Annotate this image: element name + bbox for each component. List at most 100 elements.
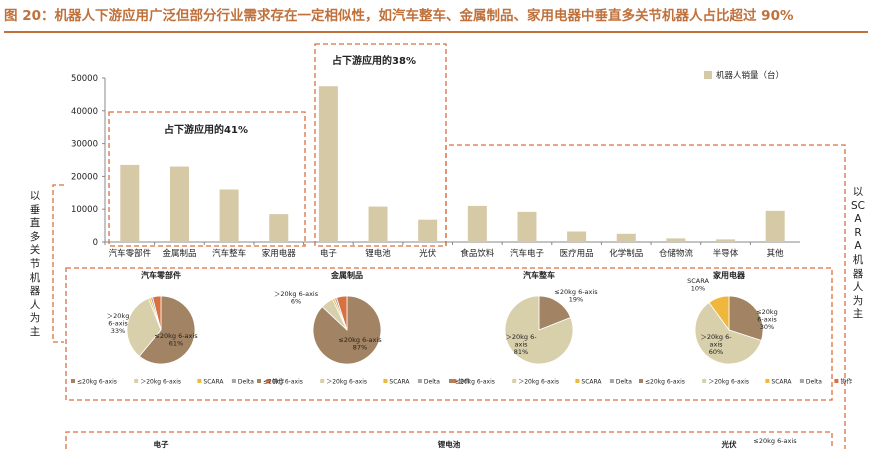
pie-slice-label: 60% (709, 348, 723, 356)
pie-legend-label: 协作 (840, 378, 852, 386)
x-tick-label: 食品饮料 (460, 248, 495, 259)
pie-slice (138, 295, 196, 365)
y-tick-label: 30000 (71, 140, 98, 150)
pie-title: 汽车整车 (523, 270, 555, 280)
pie-slice (335, 295, 348, 331)
y-tick-label: 50000 (71, 74, 98, 84)
right-bracket-line (445, 144, 846, 449)
bar (567, 231, 587, 242)
y-tick-label: 20000 (71, 172, 98, 182)
pie-legend-swatch (702, 379, 707, 383)
x-tick-label: 汽车整车 (212, 248, 246, 259)
pie-title: 汽车零部件 (141, 270, 181, 280)
bar (269, 214, 289, 242)
pie-legend-label: ≤20kg 6-axis (263, 379, 303, 386)
x-tick-label: 电子 (320, 248, 338, 259)
pie-legend-swatch (266, 379, 271, 383)
pie-title: 家用电器 (713, 270, 746, 280)
pie-slice-label: 6% (291, 298, 301, 306)
next-pie-title: 光伏 (721, 439, 737, 449)
pie-legend-label: ＞20kg 6-axis (140, 379, 181, 386)
x-tick-label: 医疗用品 (560, 248, 594, 259)
box-left-label: 占下游应用的41% (164, 123, 248, 136)
pie-slice (126, 297, 162, 357)
pie-legend-swatch (134, 379, 139, 383)
legend-swatch (704, 71, 712, 79)
pie-slice-label: ≤20kg 6-axis (554, 288, 598, 296)
next-pie-partial-label: ≤20kg 6-axis (753, 437, 797, 445)
x-tick-label: 锂电池 (365, 248, 391, 259)
pie-legend-swatch (197, 379, 202, 383)
bar (666, 238, 686, 242)
pie-legend-swatch (512, 379, 517, 383)
pie-legend-label: SCARA (203, 379, 224, 386)
bar (418, 219, 438, 242)
x-tick-label: 汽车电子 (510, 248, 545, 259)
left-bracket-line (52, 184, 64, 343)
y-tick-label: 10000 (71, 205, 98, 215)
pie-legend-swatch (231, 379, 236, 383)
bar (120, 164, 140, 242)
left-side-label: 以垂直多关节机器人为主 (29, 190, 41, 338)
next-pie-title: 锂电池 (438, 439, 461, 449)
pie-legend-label: ≤20kg 6-axis (77, 379, 117, 386)
pie-legend-label: Delta (806, 379, 822, 386)
pie-slice (538, 295, 572, 331)
bar (219, 189, 239, 242)
pie-slice-label: ＞20kg 6- (505, 333, 537, 341)
pie-slice-label: ＞20kg 6- (700, 333, 732, 341)
title-rule (4, 31, 868, 33)
x-tick-label: 汽车零部件 (109, 248, 152, 259)
pie-slice (728, 295, 764, 342)
pie-slice-label: 81% (514, 348, 528, 356)
x-tick-label: 光伏 (419, 248, 437, 259)
pie-panel-box (65, 267, 833, 401)
pie-legend-label: ＞20kg 6-axis (518, 379, 559, 386)
next-pie-title: 电子 (154, 439, 169, 449)
x-tick-label: 其他 (767, 248, 785, 259)
pie-legend-label: ≤20kg 6-axis (455, 379, 495, 386)
pie-slice-label: 87% (353, 344, 367, 352)
pie-slice (694, 301, 762, 365)
pie-legend-label: 协作 (272, 378, 284, 386)
pie-legend-swatch (71, 379, 75, 383)
pie-legend-label: Delta (616, 379, 632, 386)
bar (765, 210, 785, 242)
pie-legend-swatch (609, 379, 614, 383)
bar (616, 233, 636, 242)
bar (169, 166, 189, 242)
pie-legend-label: SCARA (771, 379, 792, 386)
pie-slice-label: 10% (691, 285, 705, 293)
y-tick-label: 40000 (71, 107, 98, 117)
pie-legend-swatch (575, 379, 580, 383)
pie-legend-swatch (383, 379, 388, 383)
pie-slice-label: SCARA (687, 277, 709, 285)
x-tick-label: 半导体 (713, 248, 739, 259)
pie-slice-label: axis (514, 341, 528, 349)
pie-title: 金属制品 (330, 270, 363, 280)
pie-legend-label: ＞20kg 6-axis (708, 379, 749, 386)
legend-label: 机器人销量（台） (716, 70, 784, 81)
pie-legend-swatch (257, 379, 261, 383)
pie-legend-swatch (639, 379, 643, 383)
pie-slice-label: 6-axis (757, 316, 777, 324)
pie-slice (152, 295, 162, 331)
pie-legend-swatch (320, 379, 325, 383)
pie-legend-label: 协作 (458, 378, 470, 386)
pie-slice-label: 6-axis (108, 320, 128, 328)
pie-slice-label: 61% (169, 340, 183, 348)
pie-legend-label: SCARA (389, 379, 410, 386)
pie-legend-swatch (765, 379, 770, 383)
x-tick-label: 仓储物流 (659, 248, 694, 259)
bar (517, 211, 537, 242)
pie-legend-label: ＞20kg 6-axis (326, 379, 367, 386)
y-tick-label: 0 (93, 238, 98, 248)
bar (318, 86, 338, 242)
x-tick-label: 金属制品 (162, 248, 196, 259)
figure-title: 图 20：机器人下游应用广泛但部分行业需求存在一定相似性，如汽车整车、金属制品、… (4, 8, 794, 24)
pie-slice-label: ≤20kg (756, 308, 778, 316)
pie-slice-label: ≤20kg 6-axis (154, 332, 198, 340)
x-tick-label: 化学制品 (609, 248, 643, 259)
pie-slice-label: ＞20kg 6-axis (274, 290, 319, 298)
